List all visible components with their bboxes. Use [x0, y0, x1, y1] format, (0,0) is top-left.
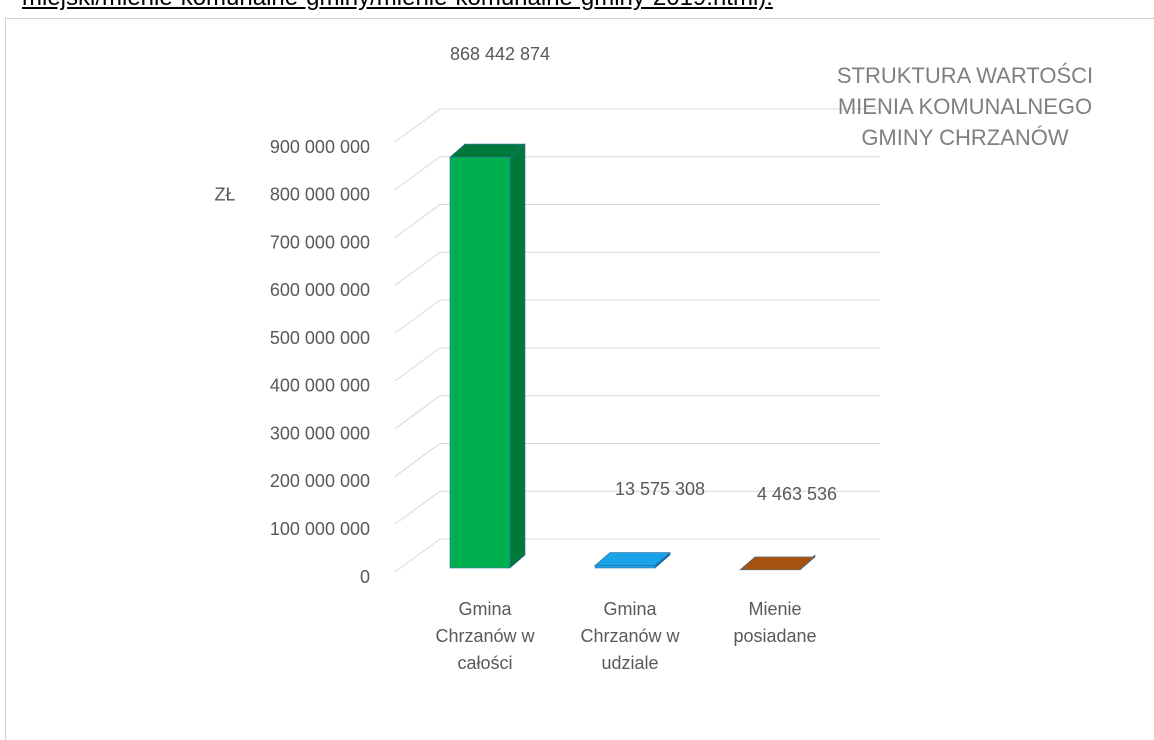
grid-line	[394, 347, 441, 382]
header-link: miejski/mienie-komunalne-gminy/mienie-ko…	[22, 0, 773, 12]
bar	[449, 143, 526, 569]
y-tick-label: 900 000 000	[270, 137, 370, 157]
data-label: 868 442 874	[450, 44, 550, 64]
y-tick-label: 0	[360, 567, 370, 587]
grid-line	[394, 443, 441, 477]
chart-frame	[5, 18, 1154, 740]
y-tick-label: 600 000 000	[270, 280, 370, 300]
y-tick-label: 700 000 000	[270, 232, 370, 252]
grid-line	[394, 299, 441, 334]
bar-front	[594, 565, 656, 569]
bar-front	[449, 156, 511, 569]
y-tick-label: 300 000 000	[270, 423, 370, 443]
data-label: 4 463 536	[757, 484, 837, 504]
bar-top	[449, 143, 526, 158]
data-label: 13 575 308	[615, 479, 705, 499]
y-axis-label: ZŁ	[214, 185, 235, 205]
bar	[594, 551, 671, 569]
y-tick-label: 200 000 000	[270, 471, 370, 491]
x-tick-label: Mienie posiadane	[733, 599, 817, 646]
bar-side	[509, 143, 526, 569]
grid-line	[394, 156, 441, 191]
bar	[739, 554, 816, 571]
x-tick-label: Gmina Chrzanów w całości	[435, 599, 535, 673]
y-tick-label: 500 000 000	[270, 328, 370, 348]
grid-line	[394, 251, 441, 286]
bar-top	[594, 552, 671, 566]
grid-line	[394, 490, 441, 525]
chart-title: STRUKTURA WARTOŚCI MIENIA KOMUNALNEGO GM…	[836, 63, 1094, 150]
grid-line	[394, 204, 441, 238]
grid-line	[394, 395, 441, 430]
y-tick-label: 100 000 000	[270, 519, 370, 539]
y-tick-label: 800 000 000	[270, 185, 370, 205]
grid-line	[394, 108, 441, 143]
y-tick-label: 400 000 000	[270, 376, 370, 396]
grid-line	[394, 538, 441, 573]
bar-top	[739, 556, 816, 571]
x-tick-label: Gmina Chrzanów w udziale	[580, 599, 680, 673]
